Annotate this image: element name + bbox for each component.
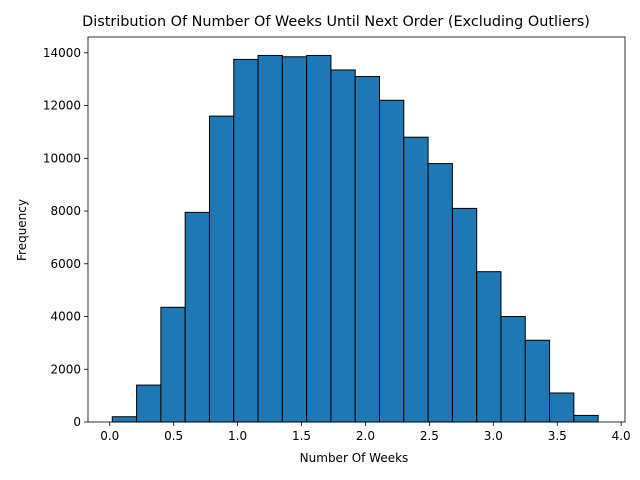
x-tick-label: 0.0 xyxy=(100,429,119,443)
histogram-bar xyxy=(451,207,478,423)
plot-frame xyxy=(87,36,626,423)
x-tick-label: 3.0 xyxy=(484,429,503,443)
histogram-bar xyxy=(524,339,551,423)
histogram-bar xyxy=(500,316,526,423)
y-tick-label: 6000 xyxy=(50,257,81,271)
y-tick-label: 14000 xyxy=(43,46,81,60)
chart-title: Distribution Of Number Of Weeks Until Ne… xyxy=(82,14,590,30)
x-tick-label: 3.5 xyxy=(548,429,567,443)
x-tick-label: 2.5 xyxy=(420,429,439,443)
y-tick-label: 4000 xyxy=(50,310,81,324)
x-tick-label: 0.5 xyxy=(164,429,183,443)
histogram-bar xyxy=(306,54,332,423)
y-tick-label: 0 xyxy=(73,415,81,429)
histogram-bar xyxy=(160,306,186,423)
x-tick-label: 4.0 xyxy=(612,429,631,443)
histogram-bar xyxy=(330,69,356,423)
histogram-bar xyxy=(549,392,575,423)
histogram-bar xyxy=(573,414,599,423)
histogram-bar xyxy=(184,211,210,423)
histogram-bar xyxy=(111,416,138,423)
x-tick-label: 2.0 xyxy=(356,429,375,443)
y-tick-label: 2000 xyxy=(50,362,81,376)
histogram-bar xyxy=(403,136,429,423)
x-axis-ticks: 0.0 0.5 1.0 1.5 2.0 2.5 3.0 3.5 4.0 xyxy=(100,422,631,443)
y-tick-label: 12000 xyxy=(43,99,81,113)
y-tick-label: 10000 xyxy=(43,151,81,165)
y-axis-label: Frequency xyxy=(15,199,29,261)
histogram-bar xyxy=(257,54,283,423)
y-axis-ticks: 0 2000 4000 6000 8000 10000 12000 14000 xyxy=(43,46,88,429)
histogram-bar xyxy=(379,99,405,423)
histogram-bar xyxy=(281,56,308,423)
y-tick-label: 8000 xyxy=(50,204,81,218)
histogram-bar xyxy=(427,163,453,423)
histogram-bar xyxy=(208,115,235,423)
histogram-bar xyxy=(354,76,381,423)
histogram-bar xyxy=(136,384,162,423)
bars-group xyxy=(111,54,599,423)
x-axis-label: Number Of Weeks xyxy=(300,451,409,465)
histogram-bar xyxy=(476,271,502,423)
x-tick-label: 1.0 xyxy=(228,429,247,443)
x-tick-label: 1.5 xyxy=(292,429,311,443)
histogram-bar xyxy=(233,58,259,423)
